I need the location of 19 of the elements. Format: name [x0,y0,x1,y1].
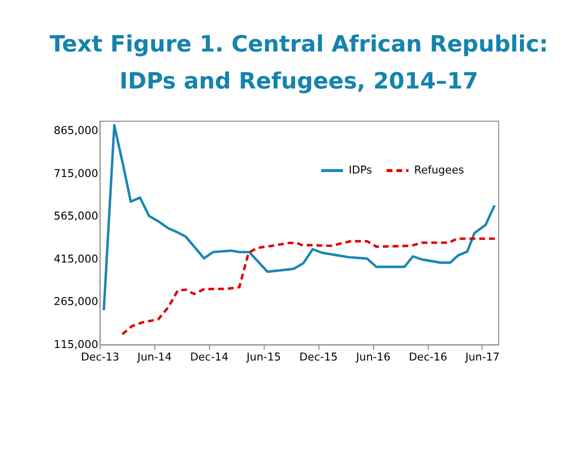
x-tick-label: Jun-17 [464,350,500,364]
legend-label: IDPs [348,163,372,176]
x-tick-label: Dec-14 [190,350,229,364]
x-tick-label: Jun-14 [136,350,172,364]
y-tick-label: 415,000 [54,252,98,266]
x-tick-label: Dec-15 [299,350,338,364]
x-tick-label: Dec-13 [80,350,120,364]
y-tick-label: 715,000 [54,166,98,180]
line-series [121,237,496,336]
y-tick-label: 565,000 [54,210,98,223]
chart-title: Text Figure 1. Central African Republic: IDPs and Refugees, 2014–17 [50,31,548,94]
legend-label: Refugees [414,163,464,176]
y-tick-label: 865,000 [54,124,98,138]
line-series [102,124,496,312]
x-tick-label: Jun-16 [355,350,391,364]
x-tick-label: Dec-16 [408,350,448,364]
x-tick-label: Jun-15 [246,350,281,364]
y-tick-label: 265,000 [54,295,98,308]
y-tick-label: 115,000 [54,338,98,351]
